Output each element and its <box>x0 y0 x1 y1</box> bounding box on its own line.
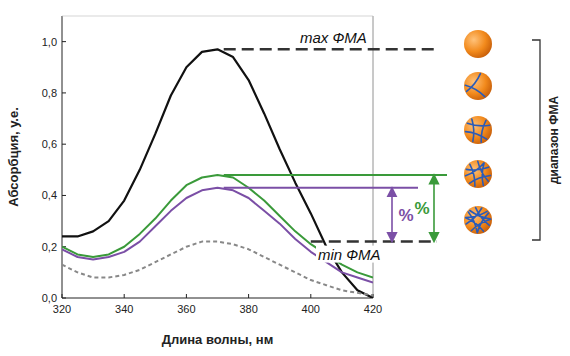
x-axis <box>62 298 373 299</box>
particle-icon <box>464 72 492 100</box>
x-axis-title: Длина волны, нм <box>162 332 274 347</box>
percent-label: % <box>398 206 413 225</box>
coating-icon <box>465 74 484 97</box>
range-arrow <box>391 192 393 238</box>
particle-icon <box>464 160 492 188</box>
y-tick-label: 0,2 <box>42 241 57 253</box>
y-axis-title: Абсорбция, у.е. <box>6 107 21 207</box>
annotation-label: max ФМА <box>300 29 367 46</box>
y-axis <box>62 16 63 298</box>
y-tick <box>62 92 66 93</box>
y-tick <box>62 144 66 145</box>
y-tick-label: 0,6 <box>42 138 57 150</box>
x-tick-label: 420 <box>364 303 382 315</box>
x-tick-label: 380 <box>239 303 257 315</box>
level-line <box>224 187 418 189</box>
plot-frame-top <box>62 16 373 17</box>
chart: 0,00,20,40,60,81,0320340360380400420Длин… <box>0 0 570 356</box>
x-tick-label: 340 <box>115 303 133 315</box>
x-tick <box>124 294 125 298</box>
series-line <box>62 188 373 283</box>
y-tick <box>62 195 66 196</box>
range-arrow <box>433 179 435 238</box>
y-tick-label: 0,4 <box>42 189 57 201</box>
level-line <box>224 174 447 176</box>
y-tick <box>62 298 66 299</box>
x-tick <box>248 294 249 298</box>
coating-icon <box>466 208 491 233</box>
x-tick <box>186 294 187 298</box>
y-tick <box>62 41 66 42</box>
annotation-label: min ФМА <box>318 246 381 263</box>
reference-line <box>224 48 437 51</box>
x-tick-label: 360 <box>177 303 195 315</box>
x-tick-label: 400 <box>302 303 320 315</box>
label-background <box>316 246 383 263</box>
particle-icon <box>464 206 492 234</box>
coating-icon <box>466 119 490 142</box>
range-bracket <box>532 40 540 240</box>
range-label: диапазон ФМА <box>547 96 561 185</box>
y-tick-label: 1,0 <box>42 36 57 48</box>
particle-icon <box>464 30 492 58</box>
label-background <box>298 29 369 46</box>
x-tick-label: 320 <box>53 303 71 315</box>
percent-label: % <box>414 199 429 218</box>
y-tick-label: 0,8 <box>42 87 57 99</box>
x-tick <box>310 294 311 298</box>
reference-line <box>311 240 437 243</box>
particle-icon <box>464 116 492 144</box>
coating-icon <box>466 161 491 186</box>
x-tick <box>62 294 63 298</box>
